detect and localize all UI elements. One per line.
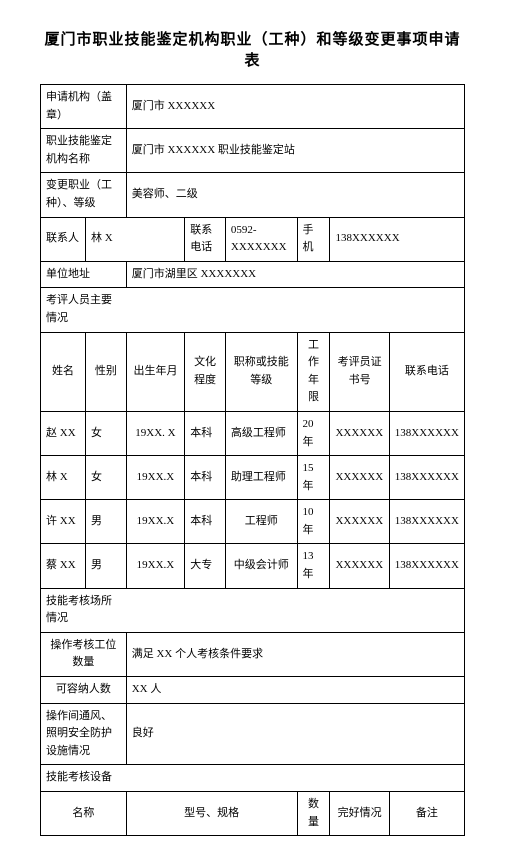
hdr-birth: 出生年月 (126, 332, 184, 411)
hdr-name: 姓名 (41, 332, 86, 411)
p1-phone: 138XXXXXX (389, 411, 464, 455)
f3-value: 良好 (126, 703, 464, 765)
facility-section-pad (126, 588, 464, 632)
equipment-section-pad (126, 765, 464, 792)
f1-label: 操作考核工位数量 (41, 632, 127, 676)
contact-name-value: 林 X (86, 217, 185, 261)
p3-phone: 138XXXXXX (389, 500, 464, 544)
mobile-label: 手机 (297, 217, 330, 261)
p3-edu: 本科 (185, 500, 226, 544)
hdr-cert: 考评员证书号 (330, 332, 389, 411)
hdr-years: 工作年限 (297, 332, 330, 411)
change-type-label: 变更职业（工 种）、等级 (41, 173, 127, 217)
assessor-section-pad (126, 288, 464, 332)
address-value: 厦门市湖里区 XXXXXXX (126, 261, 464, 288)
applicant-org-value: 厦门市 XXXXXX (126, 85, 464, 129)
p3-years: 10年 (297, 500, 330, 544)
equipment-section: 技能考核设备 (41, 765, 127, 792)
form-table: 申请机构（盖章） 厦门市 XXXXXX 职业技能鉴定 机构名称 厦门市 XXXX… (40, 84, 465, 836)
applicant-org-label: 申请机构（盖章） (41, 85, 127, 129)
p3-cert: XXXXXX (330, 500, 389, 544)
change-type-value: 美容师、二级 (126, 173, 464, 217)
assessor-section: 考评人员主要情况 (41, 288, 127, 332)
facility-section: 技能考核场所情况 (41, 588, 127, 632)
inst-name-label: 职业技能鉴定 机构名称 (41, 129, 127, 173)
p4-edu: 大专 (185, 544, 226, 588)
p2-name: 林 X (41, 456, 86, 500)
p2-birth: 19XX.X (126, 456, 184, 500)
mobile-value: 138XXXXXX (330, 217, 465, 261)
f2-label: 可容纳人数 (41, 677, 127, 704)
hdr-gender: 性别 (86, 332, 127, 411)
p1-gender: 女 (86, 411, 127, 455)
p1-years: 20年 (297, 411, 330, 455)
f1-value: 满足 XX 个人考核条件要求 (126, 632, 464, 676)
p1-name: 赵 XX (41, 411, 86, 455)
form-page: 厦门市职业技能鉴定机构职业（工种）和等级变更事项申请表 申请机构（盖章） 厦门市… (0, 0, 505, 856)
eq-hdr-cond: 完好情况 (330, 792, 389, 836)
p1-birth: 19XX. X (126, 411, 184, 455)
p2-cert: XXXXXX (330, 456, 389, 500)
p2-edu: 本科 (185, 456, 226, 500)
p2-years: 15年 (297, 456, 330, 500)
p1-edu: 本科 (185, 411, 226, 455)
inst-name-value: 厦门市 XXXXXX 职业技能鉴定站 (126, 129, 464, 173)
p4-cert: XXXXXX (330, 544, 389, 588)
address-label: 单位地址 (41, 261, 127, 288)
contact-tel-label: 联系 电话 (185, 217, 226, 261)
contact-tel-value: 0592- XXXXXXX (225, 217, 297, 261)
eq-hdr-model: 型号、规格 (126, 792, 297, 836)
f2-value: XX 人 (126, 677, 464, 704)
p1-title: 高级工程师 (225, 411, 297, 455)
eq-hdr-qty: 数量 (297, 792, 330, 836)
p4-years: 13年 (297, 544, 330, 588)
p4-title: 中级会计师 (225, 544, 297, 588)
contact-name-label: 联系人 (41, 217, 86, 261)
p2-phone: 138XXXXXX (389, 456, 464, 500)
hdr-edu: 文化程度 (185, 332, 226, 411)
p2-gender: 女 (86, 456, 127, 500)
form-title: 厦门市职业技能鉴定机构职业（工种）和等级变更事项申请表 (40, 28, 465, 70)
hdr-phone: 联系电话 (389, 332, 464, 411)
p4-gender: 男 (86, 544, 127, 588)
p3-gender: 男 (86, 500, 127, 544)
p3-birth: 19XX.X (126, 500, 184, 544)
p2-title: 助理工程师 (225, 456, 297, 500)
eq-hdr-name: 名称 (41, 792, 127, 836)
p3-name: 许 XX (41, 500, 86, 544)
p3-title: 工程师 (225, 500, 297, 544)
p4-phone: 138XXXXXX (389, 544, 464, 588)
p4-name: 蔡 XX (41, 544, 86, 588)
hdr-title: 职称或技能等级 (225, 332, 297, 411)
f3-label: 操作间通风、照明安全防护设施情况 (41, 703, 127, 765)
p4-birth: 19XX.X (126, 544, 184, 588)
p1-cert: XXXXXX (330, 411, 389, 455)
eq-hdr-remark: 备注 (389, 792, 464, 836)
